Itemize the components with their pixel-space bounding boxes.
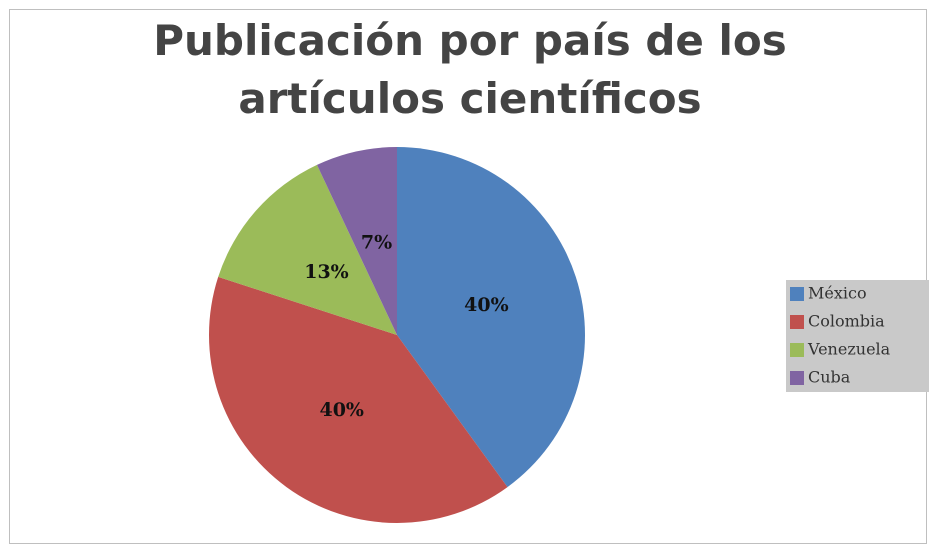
data-label: 40% [464, 294, 509, 316]
data-label: 40% [319, 399, 364, 421]
pie-slice [397, 147, 585, 488]
legend-swatch [790, 371, 804, 385]
data-label: 13% [304, 261, 349, 283]
chart-title: Publicación por país de los artículos ci… [153, 16, 787, 123]
chart-frame [9, 9, 927, 544]
legend-label: Cuba [808, 368, 851, 387]
data-label: 7% [361, 231, 392, 253]
pie-slice [218, 164, 397, 335]
legend-label: Venezuela [807, 340, 891, 359]
pie-slice [209, 276, 508, 523]
legend-box [786, 280, 929, 392]
pie-slice [316, 147, 397, 335]
legend-swatch [790, 315, 804, 329]
legend-label: México [808, 284, 867, 303]
legend-swatch [790, 287, 804, 301]
legend-label: Colombia [808, 312, 885, 331]
legend-swatch [790, 343, 804, 357]
